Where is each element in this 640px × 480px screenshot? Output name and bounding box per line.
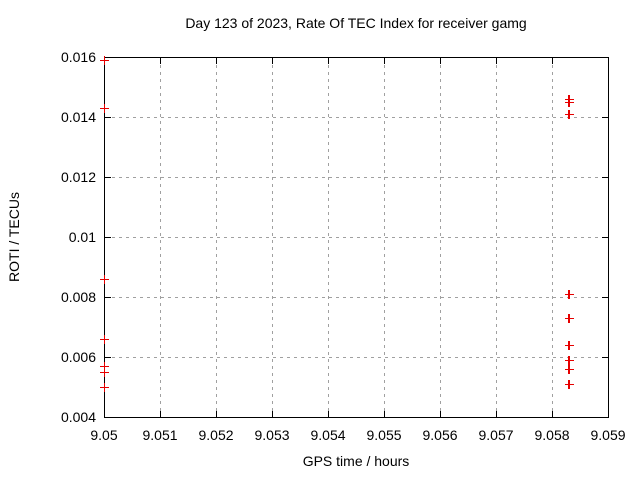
y-tick-right <box>602 237 608 238</box>
plot-area <box>100 56 609 418</box>
x-tick-bottom <box>552 411 553 417</box>
x-tick-label: 9.054 <box>310 427 346 443</box>
y-tick-label: 0.016 <box>60 49 96 65</box>
x-tick-bottom <box>216 411 217 417</box>
x-tick-label: 9.055 <box>366 427 402 443</box>
marker-vertical-bar <box>103 56 106 65</box>
y-tick-label: 0.008 <box>60 289 96 305</box>
data-point <box>564 290 574 299</box>
data-point <box>564 98 574 107</box>
chart-title: Day 123 of 2023, Rate Of TEC Index for r… <box>185 15 527 31</box>
x-axis-label: GPS time / hours <box>302 453 410 469</box>
y-tick-right <box>602 357 608 358</box>
x-tick-top <box>160 58 161 64</box>
x-tick-top <box>216 58 217 64</box>
data-point <box>564 380 574 389</box>
x-tick-bottom <box>440 411 441 417</box>
y-tick-label: 0.004 <box>60 409 96 425</box>
x-tick-bottom <box>384 411 385 417</box>
data-point <box>100 362 109 371</box>
marker-vertical-bar <box>568 341 571 350</box>
marker-vertical-bar <box>568 110 571 119</box>
marker-vertical-bar <box>568 365 571 374</box>
gridline-horizontal <box>105 117 608 118</box>
y-tick-label: 0.006 <box>60 349 96 365</box>
marker-vertical-bar <box>103 368 106 377</box>
y-tick-right <box>602 297 608 298</box>
y-tick-label: 0.012 <box>60 169 96 185</box>
data-point <box>100 368 109 377</box>
gridline-horizontal <box>105 237 608 238</box>
marker-vertical-bar <box>568 290 571 299</box>
y-tick-right <box>602 177 608 178</box>
y-tick-label: 0.014 <box>60 109 96 125</box>
x-tick-top <box>552 58 553 64</box>
marker-vertical-bar <box>103 362 106 371</box>
x-tick-label: 9.05 <box>90 427 118 443</box>
y-tick-label: 0.01 <box>68 229 96 245</box>
data-point <box>100 275 109 284</box>
x-tick-top <box>384 58 385 64</box>
data-point <box>564 365 574 374</box>
marker-vertical-bar <box>103 335 106 344</box>
gridline-horizontal <box>105 177 608 178</box>
x-tick-label: 9.051 <box>142 427 178 443</box>
gridline-horizontal <box>105 357 608 358</box>
y-tick-left <box>105 117 111 118</box>
y-tick-left <box>105 177 111 178</box>
marker-vertical-bar <box>103 383 106 392</box>
data-point <box>564 110 574 119</box>
x-tick-label: 9.053 <box>254 427 290 443</box>
y-tick-left <box>105 357 111 358</box>
x-tick-label: 9.056 <box>422 427 458 443</box>
data-point <box>100 383 109 392</box>
x-tick-bottom <box>160 411 161 417</box>
marker-vertical-bar <box>568 314 571 323</box>
marker-vertical-bar <box>568 356 571 365</box>
x-tick-bottom <box>272 411 273 417</box>
data-point <box>564 314 574 323</box>
data-point <box>100 104 109 113</box>
x-tick-top <box>328 58 329 64</box>
data-point <box>100 335 109 344</box>
x-tick-top <box>272 58 273 64</box>
marker-vertical-bar <box>103 275 106 284</box>
data-point <box>100 56 109 65</box>
x-tick-label: 9.052 <box>198 427 234 443</box>
x-tick-top <box>496 58 497 64</box>
y-tick-left <box>105 237 111 238</box>
x-tick-top <box>440 58 441 64</box>
x-tick-bottom <box>496 411 497 417</box>
y-tick-right <box>602 117 608 118</box>
data-point <box>564 356 574 365</box>
x-tick-label: 9.057 <box>478 427 514 443</box>
x-tick-label: 9.059 <box>590 427 626 443</box>
marker-vertical-bar <box>568 98 571 107</box>
marker-vertical-bar <box>103 104 106 113</box>
x-tick-bottom <box>328 411 329 417</box>
gridline-horizontal <box>105 297 608 298</box>
marker-vertical-bar <box>568 380 571 389</box>
y-tick-left <box>105 297 111 298</box>
x-tick-label: 9.058 <box>534 427 570 443</box>
data-point <box>564 341 574 350</box>
